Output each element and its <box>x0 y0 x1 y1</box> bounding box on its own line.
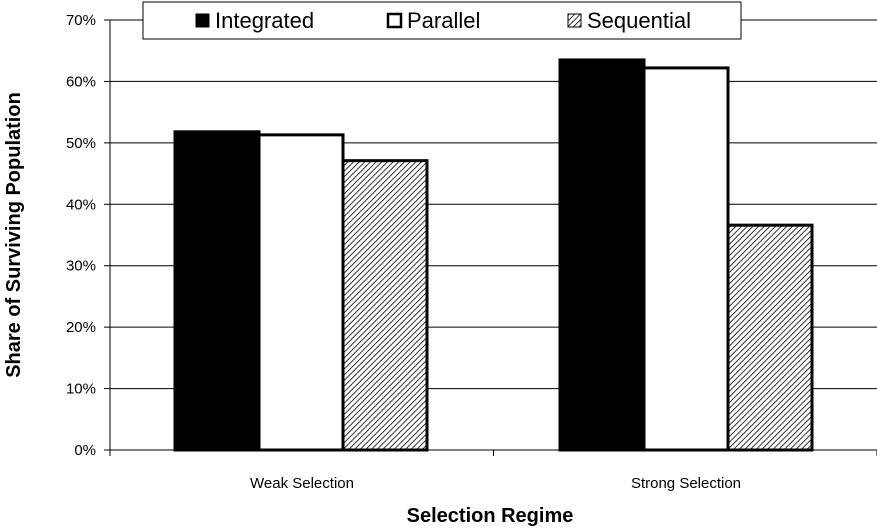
legend-swatch-parallel <box>386 12 403 29</box>
bars <box>173 58 814 452</box>
legend-swatch-integrated <box>195 13 210 28</box>
y-tick-label: 10% <box>66 381 96 398</box>
x-category-label: Weak Selection <box>250 475 354 492</box>
bar-parallel-weak-selection <box>257 133 345 452</box>
bar-integrated-strong-selection <box>558 58 646 452</box>
y-tick-label: 20% <box>66 319 96 336</box>
y-tick-label: 50% <box>66 135 96 152</box>
y-tick-labels: 0% 10% 20% 30% 40% 50% 60% 70% <box>66 12 96 459</box>
bar-sequential-weak-selection <box>341 159 429 452</box>
legend: Integrated Parallel Sequential <box>142 1 742 40</box>
legend-label-parallel: Parallel <box>407 8 480 33</box>
legend-swatch-sequential <box>567 13 582 28</box>
bar-sequential-strong-selection <box>726 223 814 452</box>
x-axis-title: Selection Regime <box>407 505 574 527</box>
legend-label-integrated: Integrated <box>215 8 314 33</box>
y-tick-label: 30% <box>66 258 96 275</box>
bar-parallel-strong-selection <box>642 66 730 452</box>
y-tick-label: 60% <box>66 73 96 90</box>
x-category-labels: Weak Selection Strong Selection <box>250 475 741 492</box>
y-tick-label: 0% <box>74 442 96 459</box>
x-category-label: Strong Selection <box>631 475 741 492</box>
y-tick-label: 40% <box>66 196 96 213</box>
y-tick-label: 70% <box>66 12 96 29</box>
legend-box <box>142 1 742 40</box>
axes <box>104 19 877 456</box>
y-axis-title: Share of Surviving Population <box>3 92 25 378</box>
bar-integrated-weak-selection <box>173 130 261 452</box>
legend-label-sequential: Sequential <box>587 8 691 33</box>
